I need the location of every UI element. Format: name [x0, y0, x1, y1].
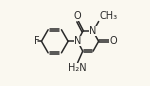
Text: F: F — [34, 36, 40, 46]
Text: N: N — [89, 26, 97, 36]
Text: CH₃: CH₃ — [99, 11, 117, 21]
Text: H₂N: H₂N — [68, 63, 87, 73]
Text: N: N — [74, 36, 81, 46]
Text: O: O — [109, 36, 117, 46]
Text: O: O — [74, 11, 81, 21]
